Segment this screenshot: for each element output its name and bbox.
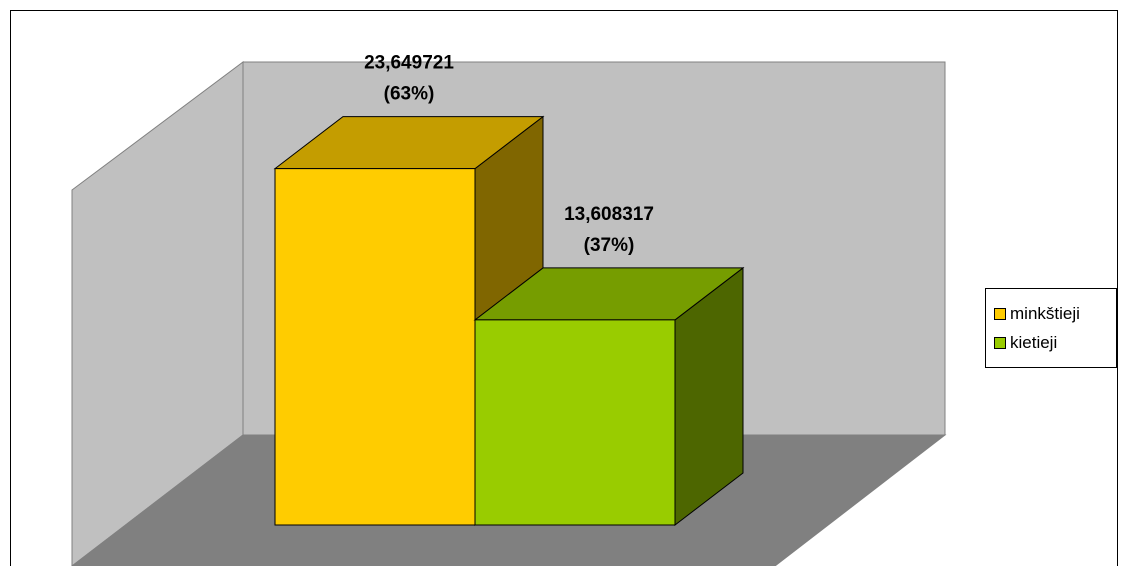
data-label-percent-minkstieji: (63%) <box>384 84 435 105</box>
legend-swatch-kietieji <box>994 336 1006 349</box>
bar-front-kietieji <box>474 319 676 526</box>
data-label-value-kietieji: 13,608317 <box>564 204 654 225</box>
legend-label-minkstieji: minkštieji <box>1010 303 1080 323</box>
legend-item-kietieji: kietieji <box>986 328 1116 357</box>
data-label-percent-kietieji: (37%) <box>584 235 635 256</box>
bar-kietieji <box>473 266 745 527</box>
data-label-value-minkstieji: 23,649721 <box>364 53 454 74</box>
legend-label-kietieji: kietieji <box>1010 332 1058 352</box>
bar-front-minkstieji <box>274 168 476 526</box>
legend-item-minkstieji: minkštieji <box>986 299 1116 328</box>
legend-swatch-minkstieji <box>994 307 1006 320</box>
legend: minkštieji kietieji <box>985 288 1117 368</box>
